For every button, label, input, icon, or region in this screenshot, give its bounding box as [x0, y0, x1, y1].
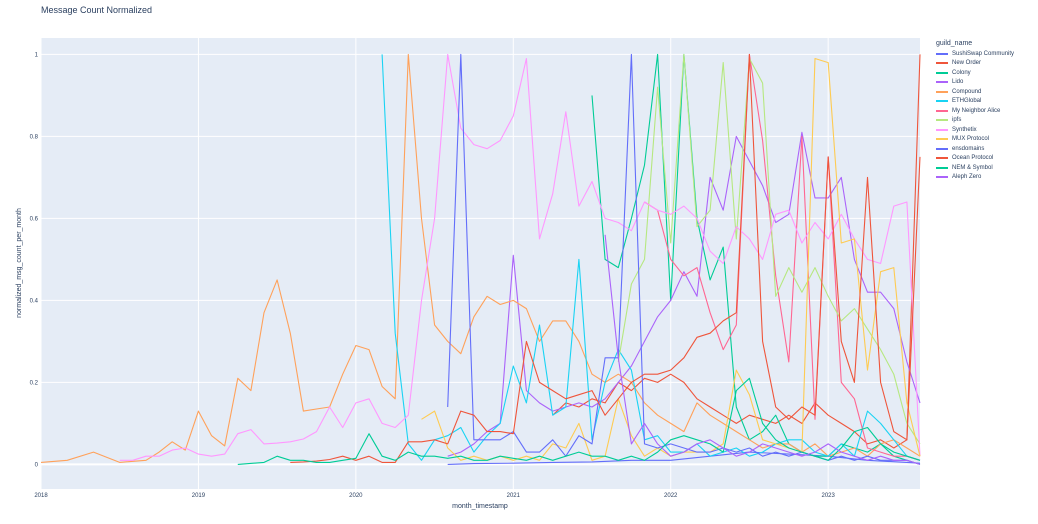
- y-tick-label: 0.2: [30, 380, 39, 386]
- legend-item[interactable]: Compound: [936, 87, 1014, 97]
- legend-swatch: [936, 147, 948, 150]
- legend-item[interactable]: Synthetix: [936, 125, 1014, 135]
- x-tick-label: 2023: [821, 493, 835, 499]
- legend-label: MUX Protocol: [952, 136, 990, 143]
- legend-item[interactable]: Lido: [936, 78, 1014, 88]
- plot-background: [41, 38, 920, 489]
- legend-item[interactable]: ETHGlobal: [936, 97, 1014, 107]
- series-line-colony: [591, 53, 921, 465]
- series-lines: [40, 53, 921, 465]
- legend-label: Compound: [952, 88, 982, 95]
- chart-title: Message Count Normalized: [41, 5, 153, 15]
- y-tick-label: 0: [35, 462, 39, 468]
- series-line-ocean-protocol: [290, 53, 921, 463]
- legend-swatch: [936, 71, 948, 74]
- legend-items: SushiSwap Community New Order Colony Lido Co…: [936, 49, 1014, 182]
- legend-swatch: [936, 176, 948, 179]
- legend-swatch: [936, 166, 948, 169]
- legend-item[interactable]: SushiSwap Community: [936, 49, 1014, 59]
- x-tick-label: 2018: [34, 493, 48, 499]
- x-tick-label: 2019: [192, 493, 206, 499]
- y-axis-label: normalized_msg_count_per_month: [16, 208, 23, 318]
- series-line-ipfs: [617, 53, 921, 445]
- legend-item[interactable]: MUX Protocol: [936, 135, 1014, 145]
- legend-label: SushiSwap Community: [952, 50, 1015, 57]
- legend-item[interactable]: Ocean Protocol: [936, 154, 1014, 164]
- legend-swatch: [936, 52, 948, 55]
- legend-swatch: [936, 90, 948, 93]
- legend-swatch: [936, 62, 948, 65]
- x-tick-label: 2022: [664, 493, 678, 499]
- legend-label: Aleph Zero: [952, 174, 982, 181]
- y-tick-labels: 0 0.2 0.4 0.6 0.8 1: [30, 52, 39, 468]
- legend-label: Colony: [952, 69, 971, 76]
- legend-label: ipfs: [952, 117, 962, 124]
- legend-label: Lido: [952, 79, 964, 86]
- legend-item[interactable]: New Order: [936, 59, 1014, 69]
- legend-item[interactable]: ensdomains: [936, 144, 1014, 154]
- legend-label: Ocean Protocol: [952, 155, 994, 162]
- y-tick-label: 0.8: [30, 134, 39, 140]
- legend-label: New Order: [952, 60, 982, 67]
- legend-label: Synthetix: [952, 126, 977, 133]
- legend-label: ensdomains: [952, 145, 985, 152]
- x-tick-labels: 2018 2019 2020 2021 2022 2023: [34, 493, 835, 499]
- legend-swatch: [936, 100, 948, 103]
- y-tick-label: 0.6: [30, 216, 39, 222]
- legend-item[interactable]: Colony: [936, 68, 1014, 78]
- legend-item[interactable]: ipfs: [936, 116, 1014, 126]
- x-tick-label: 2020: [349, 493, 363, 499]
- legend: guild_name SushiSwap Community New Order C…: [936, 40, 1014, 182]
- legend-item[interactable]: My Neighbor Alice: [936, 106, 1014, 116]
- legend-title: guild_name: [936, 40, 973, 47]
- legend-label: ETHGlobal: [952, 98, 982, 105]
- legend-swatch: [936, 109, 948, 112]
- legend-swatch: [936, 81, 948, 84]
- legend-swatch: [936, 138, 948, 141]
- x-axis-label: month_timestamp: [452, 503, 508, 510]
- legend-label: NEM & Symbol: [952, 164, 993, 171]
- legend-item[interactable]: NEM & Symbol: [936, 163, 1014, 173]
- series-line-ensdomains: [447, 53, 921, 465]
- series-line-synthetix: [119, 53, 921, 461]
- series-line-new-order: [552, 54, 921, 449]
- legend-swatch: [936, 157, 948, 160]
- series-line-lido: [447, 131, 921, 457]
- legend-label: My Neighbor Alice: [952, 107, 1001, 114]
- x-tick-label: 2021: [507, 493, 521, 499]
- y-gridlines: [41, 53, 920, 466]
- y-tick-label: 1: [35, 52, 39, 58]
- series-line-ethglobal: [381, 54, 921, 461]
- legend-item[interactable]: Aleph Zero: [936, 173, 1014, 183]
- x-gridlines: [40, 38, 829, 489]
- legend-swatch: [936, 128, 948, 131]
- series-line-my-neighbor-alice: [644, 53, 921, 461]
- y-tick-label: 0.4: [30, 298, 39, 304]
- series-line-aleph-zero: [604, 234, 921, 465]
- legend-swatch: [936, 119, 948, 122]
